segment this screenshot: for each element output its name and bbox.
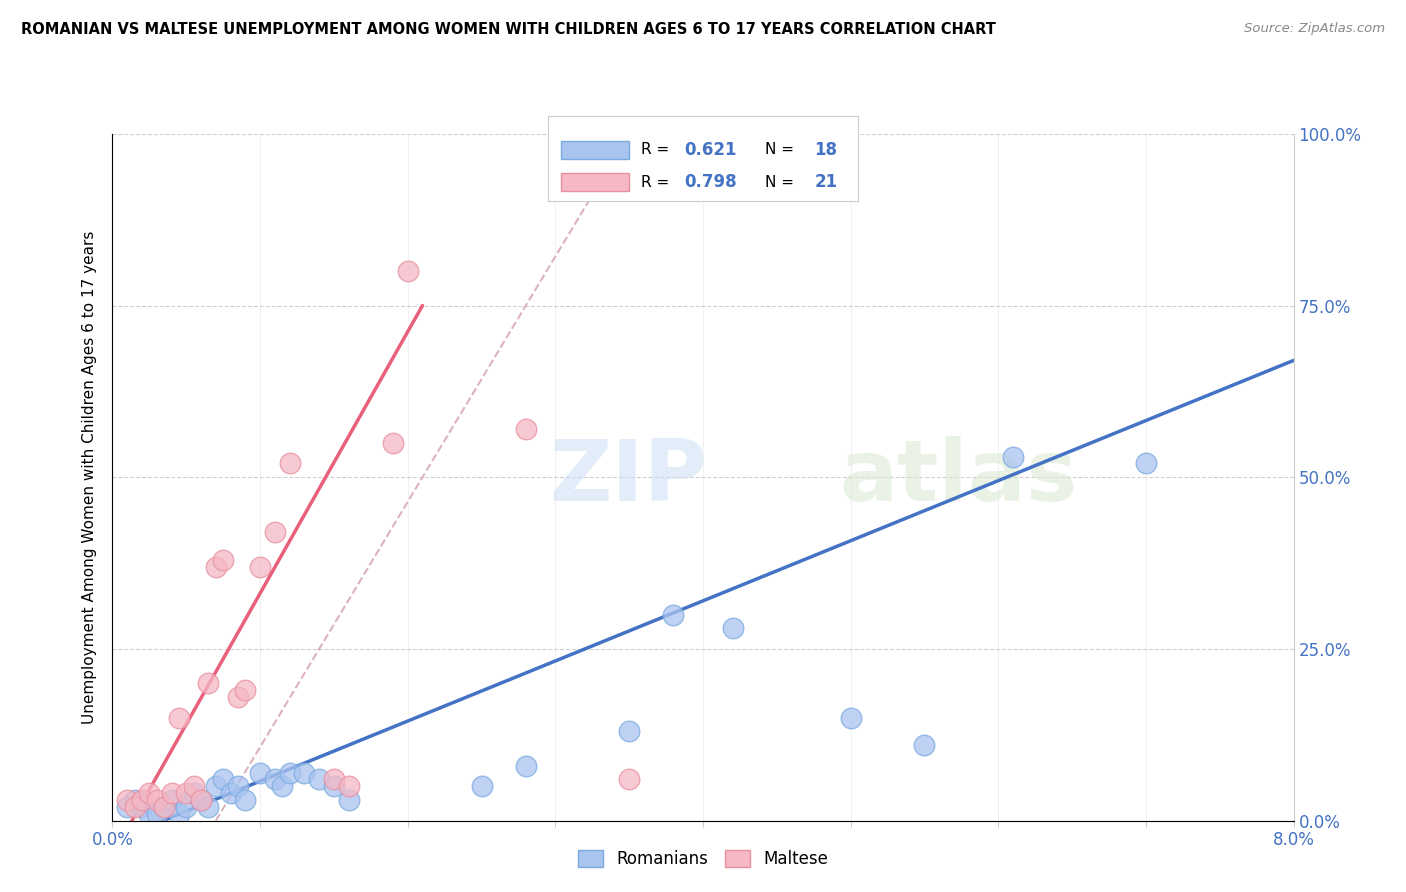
Text: 21: 21 — [814, 173, 838, 191]
Point — [271, 780, 294, 794]
Point — [292, 765, 315, 780]
Point — [197, 676, 219, 690]
Text: 18: 18 — [814, 141, 838, 159]
Point — [190, 793, 212, 807]
Point — [233, 683, 256, 698]
Text: R =: R = — [641, 143, 675, 157]
Text: 0.621: 0.621 — [685, 141, 737, 159]
Point — [153, 800, 176, 814]
Point — [619, 772, 641, 787]
Point — [212, 552, 235, 566]
Point — [131, 800, 153, 814]
Point — [396, 264, 419, 278]
Point — [249, 765, 271, 780]
Point — [124, 793, 146, 807]
Point — [839, 710, 862, 724]
Point — [160, 793, 183, 807]
Legend: Romanians, Maltese: Romanians, Maltese — [571, 843, 835, 875]
Point — [470, 780, 494, 794]
Point — [205, 780, 228, 794]
Point — [381, 436, 405, 450]
Point — [721, 621, 744, 635]
Point — [167, 806, 190, 821]
Point — [264, 772, 287, 787]
Point — [914, 738, 936, 752]
Text: R =: R = — [641, 175, 675, 190]
Point — [219, 786, 242, 800]
Text: N =: N = — [765, 175, 799, 190]
Text: 0.798: 0.798 — [685, 173, 737, 191]
FancyBboxPatch shape — [561, 173, 628, 192]
Point — [233, 793, 256, 807]
Point — [138, 806, 160, 821]
Point — [117, 800, 138, 814]
Point — [226, 780, 249, 794]
Point — [167, 710, 190, 724]
Point — [278, 457, 301, 471]
Point — [662, 607, 685, 622]
Point — [249, 559, 271, 574]
Point — [337, 780, 360, 794]
Point — [323, 772, 346, 787]
Point — [323, 780, 346, 794]
Point — [138, 786, 160, 800]
Text: atlas: atlas — [839, 435, 1077, 519]
Point — [515, 422, 537, 436]
Point — [308, 772, 330, 787]
Point — [160, 786, 183, 800]
Point — [174, 786, 197, 800]
FancyBboxPatch shape — [561, 141, 628, 159]
Point — [337, 793, 360, 807]
Point — [190, 793, 212, 807]
Point — [146, 793, 169, 807]
Point — [197, 800, 219, 814]
Point — [226, 690, 249, 704]
Text: Source: ZipAtlas.com: Source: ZipAtlas.com — [1244, 22, 1385, 36]
Point — [146, 806, 169, 821]
Point — [278, 765, 301, 780]
Point — [183, 786, 205, 800]
Text: ROMANIAN VS MALTESE UNEMPLOYMENT AMONG WOMEN WITH CHILDREN AGES 6 TO 17 YEARS CO: ROMANIAN VS MALTESE UNEMPLOYMENT AMONG W… — [21, 22, 995, 37]
Point — [1135, 457, 1157, 471]
Point — [117, 793, 138, 807]
Point — [515, 758, 537, 772]
Point — [205, 559, 228, 574]
Text: ZIP: ZIP — [550, 435, 707, 519]
Text: N =: N = — [765, 143, 799, 157]
Point — [183, 780, 205, 794]
Point — [124, 800, 146, 814]
Point — [1001, 450, 1024, 464]
Point — [619, 724, 641, 739]
Point — [153, 800, 176, 814]
Point — [212, 772, 235, 787]
Point — [131, 793, 153, 807]
Point — [174, 800, 197, 814]
Y-axis label: Unemployment Among Women with Children Ages 6 to 17 years: Unemployment Among Women with Children A… — [82, 230, 97, 724]
Point — [264, 525, 287, 540]
